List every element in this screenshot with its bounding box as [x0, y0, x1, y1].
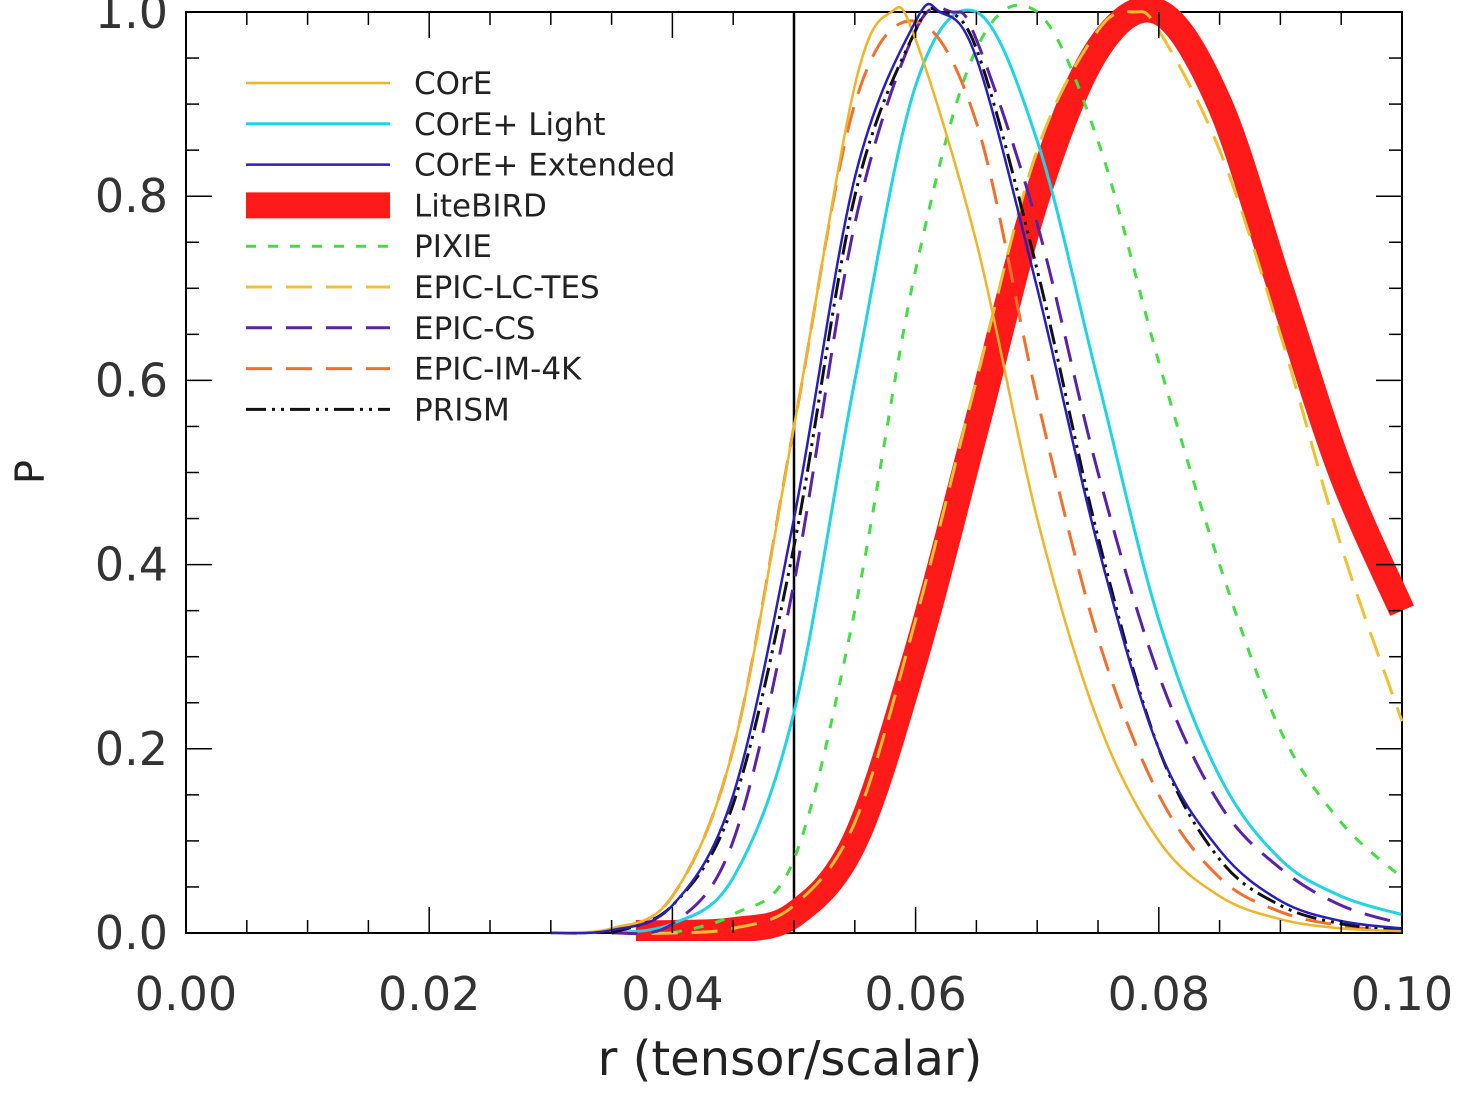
x-tick-label: 0.08 — [1108, 967, 1210, 1021]
y-tick-label: 0.6 — [95, 353, 168, 407]
legend-label-epic-cs: EPIC-CS — [414, 311, 536, 347]
series-line-epic-cs — [611, 5, 1403, 936]
legend-label-litebird: LiteBIRD — [414, 188, 547, 224]
legend: COrE COrE+ Light COrE+ Extended LiteBIRD PIX… — [246, 66, 675, 428]
series-layer — [550, 0, 1414, 941]
x-tick-label: 0.00 — [135, 967, 237, 1021]
series-line-epic-lc-tes — [611, 10, 1404, 935]
y-tick-label: 0.2 — [95, 722, 168, 776]
y-tick-label: 0.8 — [95, 169, 168, 223]
series-line-pixie — [671, 3, 1404, 935]
ticks-layer: 0.00 0.02 0.04 0.06 0.08 0.10 0.0 0.2 0.4 0.6 0.8 1… — [95, 0, 1453, 1021]
legend-label-pixie: PIXIE — [414, 229, 492, 265]
series-line-epic-im-4k — [550, 19, 1403, 935]
series-line-core-extended — [550, 2, 1403, 935]
y-tick-label: 0.0 — [95, 906, 168, 960]
legend-label-core: COrE — [414, 66, 492, 102]
y-tick-label: 0.4 — [95, 538, 168, 592]
series-line-core-light — [611, 8, 1403, 935]
x-tick-label: 0.10 — [1351, 967, 1453, 1021]
legend-label-core-extended: COrE+ Extended — [414, 148, 675, 184]
series-line-prism — [610, 6, 1403, 935]
legend-label-epic-im-4k: EPIC-IM-4K — [414, 352, 582, 388]
legend-label-epic-lc-tes: EPIC-LC-TES — [414, 270, 600, 306]
legend-label-core-light: COrE+ Light — [414, 107, 606, 143]
series-line-core — [550, 6, 1403, 935]
legend-label-prism: PRISM — [414, 392, 510, 428]
x-tick-label: 0.02 — [378, 967, 480, 1021]
y-tick-label: 1.0 — [95, 0, 168, 39]
x-tick-label: 0.06 — [864, 967, 966, 1021]
x-axis-label: r (tensor/scalar) — [598, 1031, 983, 1087]
series-line-litebird — [635, 0, 1414, 941]
y-axis-label: P — [8, 460, 54, 484]
x-tick-label: 0.04 — [621, 967, 723, 1021]
